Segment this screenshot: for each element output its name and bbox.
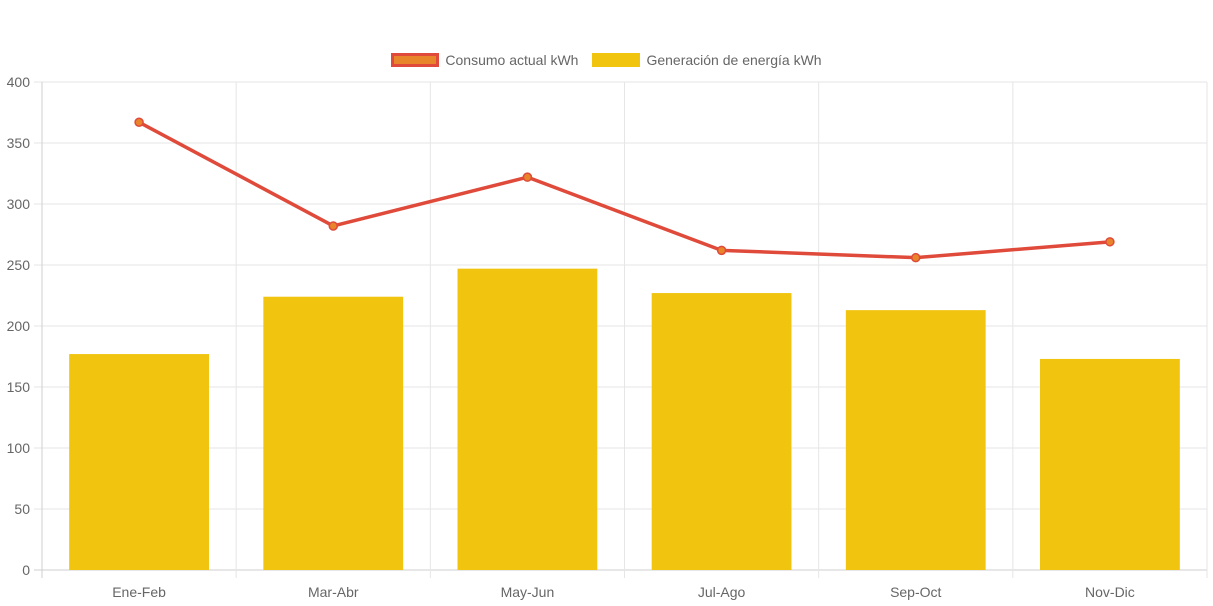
legend-item-generacion[interactable]: Generación de energía kWh [592, 52, 822, 68]
legend-swatch-consumo [391, 53, 440, 67]
x-tick-label: Nov-Dic [1085, 584, 1135, 600]
bar-generacion [69, 354, 209, 570]
y-tick-label: 200 [7, 318, 31, 334]
y-tick-label: 150 [7, 379, 31, 395]
line-consumo [138, 120, 1111, 260]
bar-generacion [263, 296, 404, 570]
bar-generacion [651, 293, 792, 570]
point-consumo [134, 117, 144, 128]
y-tick-label: 350 [7, 135, 31, 151]
point-consumo [716, 245, 727, 256]
legend-swatch-generacion [592, 53, 641, 67]
legend-label-consumo: Consumo actual kWh [445, 52, 579, 68]
x-tick-label: Mar-Abr [308, 584, 359, 600]
y-tick-label: 250 [7, 257, 31, 273]
legend-item-consumo[interactable]: Consumo actual kWh [391, 52, 578, 68]
y-tick-label: 0 [22, 562, 30, 578]
legend-label-generacion: Generación de energía kWh [646, 52, 822, 68]
y-tick-label: 400 [7, 74, 31, 90]
point-consumo [1105, 237, 1115, 247]
y-tick-label: 50 [14, 501, 30, 517]
x-tick-label: Sep-Oct [890, 584, 941, 600]
x-tick-label: Jul-Ago [698, 584, 746, 600]
y-tick-label: 300 [7, 196, 31, 212]
bar-generacion [1040, 358, 1180, 570]
bar-generacion [845, 310, 986, 570]
x-tick-label: Ene-Feb [112, 584, 166, 600]
bar-generacion [457, 268, 598, 570]
x-tick-label: May-Jun [501, 584, 555, 600]
y-tick-label: 100 [7, 440, 31, 456]
point-consumo [328, 221, 338, 231]
point-consumo [911, 252, 921, 263]
point-consumo [522, 172, 533, 182]
chart-legend: Consumo actual kWh Generación de energía… [0, 52, 1213, 68]
